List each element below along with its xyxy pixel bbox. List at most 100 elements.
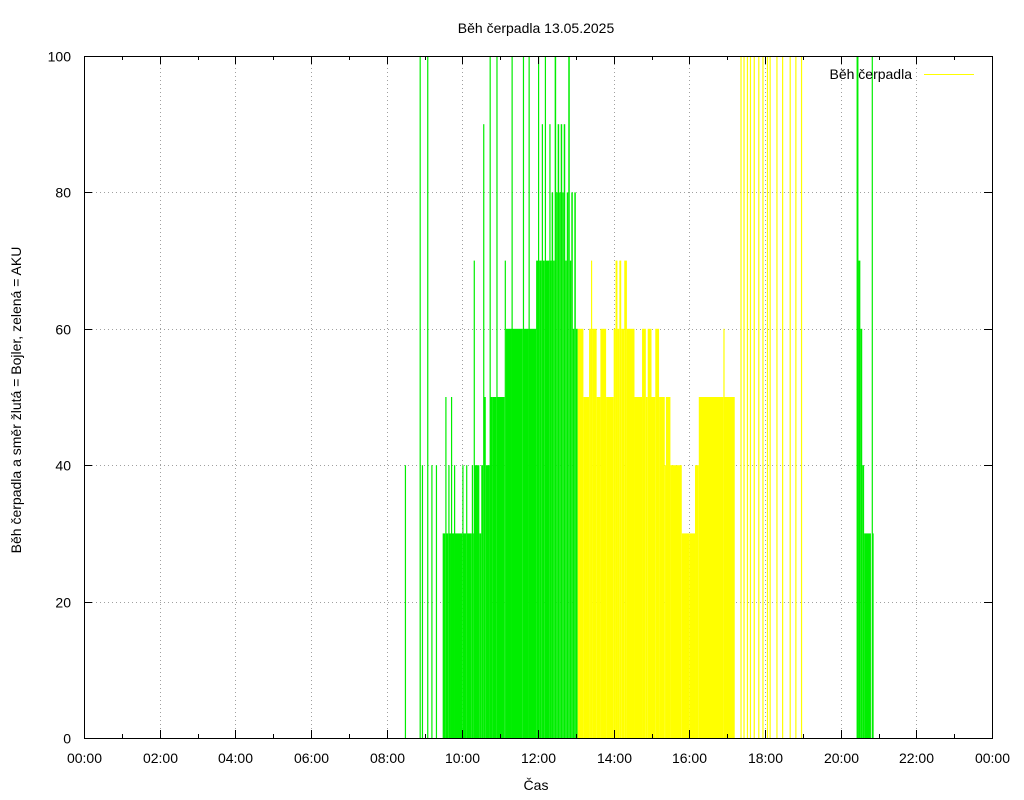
data-bar [758, 56, 760, 738]
data-bar [749, 56, 752, 738]
y-tick-label: 20 [55, 595, 71, 611]
data-bar [427, 56, 429, 738]
data-bar [689, 533, 696, 738]
data-bar [523, 328, 529, 738]
data-bar [617, 328, 620, 738]
data-bar [577, 328, 584, 738]
data-bar [490, 397, 493, 738]
data-bar [872, 533, 874, 738]
y-tick-label: 60 [55, 322, 71, 338]
data-bar [613, 328, 616, 738]
data-bar [800, 56, 803, 738]
data-bar [566, 192, 569, 738]
data-bar [512, 328, 523, 738]
data-bar [571, 192, 573, 738]
data-bar [746, 56, 749, 738]
data-bar [600, 328, 607, 738]
data-bar [776, 56, 778, 738]
x-tick-label: 12:00 [521, 750, 556, 766]
data-bar [665, 397, 671, 738]
x-tick-label: 00:00 [67, 750, 102, 766]
data-bar [551, 192, 554, 738]
axis-ticks [84, 56, 993, 739]
data-bar [449, 533, 451, 738]
y-tick-label: 100 [48, 49, 72, 65]
data-bar [451, 533, 455, 738]
data-bar [740, 56, 742, 738]
data-bar [473, 260, 475, 738]
x-axis-label: Čas [524, 777, 549, 793]
data-bar [634, 397, 643, 738]
series-aku-bars [404, 56, 874, 738]
data-bar [782, 56, 784, 738]
y-axis-label: Běh čerpadla a směr žlutá = Bojler, zele… [8, 247, 24, 554]
data-bar [421, 465, 424, 738]
data-bar [670, 465, 682, 738]
data-bar [489, 56, 491, 738]
data-bar [553, 260, 555, 738]
y-tick-label: 80 [55, 185, 71, 201]
data-bar [753, 56, 755, 738]
data-bar [556, 192, 558, 738]
legend: Běh čerpadla [829, 66, 974, 82]
data-bar [858, 260, 861, 738]
data-bar [766, 56, 769, 738]
x-tick-label: 10:00 [445, 750, 480, 766]
data-bar [871, 56, 873, 738]
data-bar [435, 465, 438, 738]
data-bar [596, 397, 601, 738]
data-bar [542, 260, 545, 738]
data-bar [559, 192, 561, 738]
data-bar [554, 56, 557, 738]
data-bar [619, 260, 622, 738]
data-bar [538, 56, 540, 738]
data-bar [496, 56, 498, 738]
x-tick-label: 18:00 [748, 750, 783, 766]
data-bar [545, 260, 550, 738]
data-bar [590, 260, 593, 738]
data-bar [856, 56, 859, 738]
data-bar [483, 397, 486, 738]
data-bar [626, 328, 635, 738]
data-bar [645, 397, 648, 738]
data-bar [695, 465, 699, 738]
x-tick-label: 04:00 [218, 750, 253, 766]
data-bar [647, 328, 652, 738]
data-bar [789, 56, 791, 738]
data-bar [862, 465, 865, 738]
data-bar [575, 328, 578, 738]
x-tick-label: 00:00 [975, 750, 1010, 766]
data-bar [557, 124, 560, 738]
data-bar [450, 397, 453, 738]
data-bar [583, 397, 590, 738]
data-bar [454, 465, 456, 738]
data-bar [471, 465, 473, 738]
data-bar [795, 56, 797, 738]
data-bar [541, 124, 543, 738]
data-bar [562, 192, 564, 738]
x-tick-label: 08:00 [370, 750, 405, 766]
data-bar [445, 397, 447, 738]
data-bar [522, 56, 525, 738]
data-bar [621, 328, 625, 738]
data-bar [536, 260, 538, 738]
data-bar [659, 397, 665, 738]
x-tick-label: 02:00 [143, 750, 178, 766]
x-tick-label: 16:00 [672, 750, 707, 766]
data-bar [529, 328, 537, 738]
x-tick-label: 22:00 [899, 750, 934, 766]
data-bar [497, 397, 505, 738]
data-bar [655, 328, 660, 738]
data-bar [560, 124, 563, 738]
data-bar [606, 397, 614, 738]
data-bar [462, 465, 464, 738]
legend-label: Běh čerpadla [829, 66, 912, 82]
data-bar [864, 533, 871, 738]
data-bar [505, 328, 512, 738]
data-bar [568, 56, 570, 738]
data-bar [544, 56, 547, 738]
data-bar [511, 56, 513, 738]
data-bar [504, 260, 506, 738]
data-bar [539, 260, 542, 738]
